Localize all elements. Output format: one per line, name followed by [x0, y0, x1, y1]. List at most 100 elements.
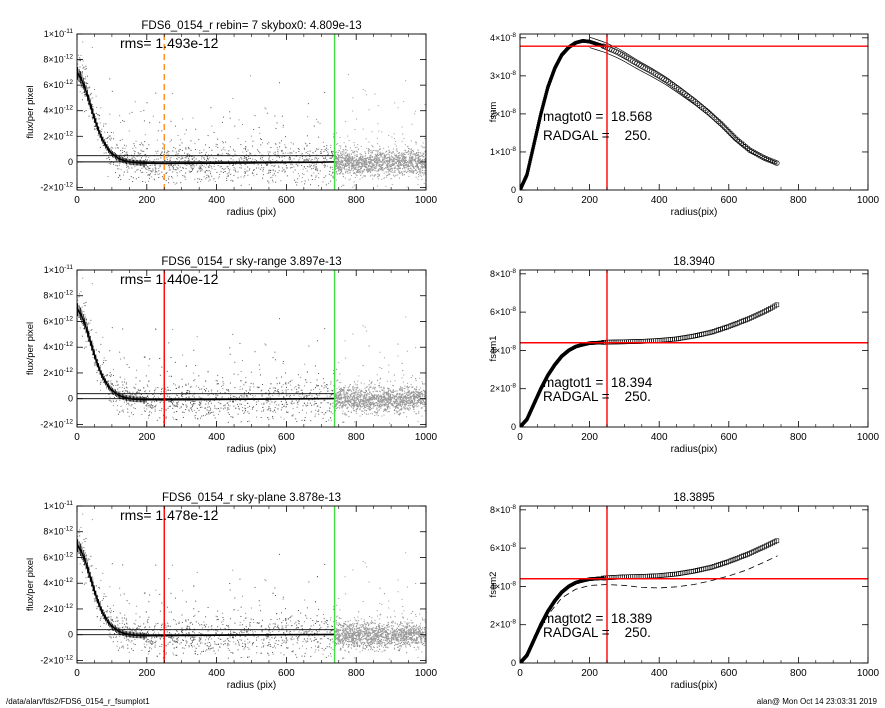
band-point: [369, 171, 372, 173]
scatter-point: [223, 147, 225, 149]
scatter-point: [211, 125, 213, 127]
scatter-point: [297, 164, 299, 166]
scatter-point: [218, 383, 220, 385]
scatter-point: [373, 405, 375, 407]
scatter-point: [186, 405, 188, 407]
scatter-point: [216, 171, 218, 173]
scatter-point: [152, 170, 154, 172]
scatter-point: [406, 416, 408, 418]
scatter-point: [222, 384, 224, 386]
band-point: [417, 153, 419, 156]
scatter-point: [116, 143, 118, 145]
scatter-point: [174, 404, 176, 406]
scatter-point: [174, 384, 176, 386]
scatter-point: [373, 395, 375, 397]
scatter-point: [170, 401, 172, 403]
scatter-point: [116, 409, 118, 411]
band-point: [405, 164, 407, 166]
scatter-point: [304, 160, 306, 162]
scatter-point: [143, 391, 145, 393]
scatter-point: [278, 166, 280, 168]
band-point: [335, 162, 337, 164]
band-point: [415, 165, 417, 167]
scatter-point: [181, 142, 183, 144]
scatter-point: [330, 144, 332, 146]
scatter-point: [306, 144, 308, 146]
scatter-point: [80, 86, 82, 88]
scatter-point: [255, 401, 257, 403]
scatter-point: [170, 164, 172, 166]
scatter-point: [296, 184, 298, 186]
scatter-point: [226, 402, 228, 404]
band-point: [419, 172, 421, 174]
band-point: [370, 159, 372, 161]
band-point: [405, 160, 407, 162]
band-point: [405, 158, 407, 160]
scatter-point: [100, 380, 102, 382]
scatter-point: [182, 157, 184, 159]
scatter-point: [370, 405, 372, 407]
scatter-point: [203, 163, 205, 165]
scatter-point: [347, 135, 349, 137]
scatter-point: [295, 152, 297, 154]
scatter-point: [251, 160, 253, 162]
band-point: [352, 160, 354, 162]
scatter-point: [412, 169, 414, 171]
scatter-point: [423, 183, 425, 185]
scatter-point: [424, 138, 426, 140]
scatter-point: [411, 399, 413, 401]
scatter-point: [205, 169, 207, 171]
band-point: [356, 151, 358, 153]
band-point: [378, 159, 380, 162]
scatter-point: [215, 396, 217, 398]
scatter-point: [330, 167, 332, 169]
scatter-point: [143, 166, 145, 168]
band-point: [369, 163, 371, 165]
scatter-point: [364, 398, 366, 400]
scatter-point: [355, 150, 357, 152]
band-point: [348, 168, 350, 171]
scatter-point: [127, 171, 129, 173]
scatter-point: [131, 394, 133, 396]
scatter-point: [391, 169, 393, 171]
band-point: [339, 166, 341, 169]
scatter-point: [315, 394, 317, 396]
band-point: [402, 400, 404, 402]
scatter-point: [260, 138, 262, 140]
band-point: [406, 386, 408, 388]
scatter-point: [94, 128, 96, 130]
scatter-point: [94, 128, 96, 130]
scatter-point: [420, 387, 422, 389]
scatter-point: [244, 407, 246, 409]
scatter-point: [128, 367, 130, 369]
scatter-point: [213, 161, 215, 163]
scatter-point: [187, 160, 189, 162]
scatter-point: [110, 401, 112, 403]
band-point: [357, 148, 359, 150]
scatter-point: [189, 171, 191, 173]
scatter-point: [93, 349, 95, 351]
scatter-point: [410, 384, 412, 386]
band-point: [395, 174, 397, 177]
scatter-point: [183, 167, 185, 169]
band-point: [421, 402, 423, 404]
scatter-point: [340, 399, 342, 401]
scatter-point: [123, 401, 125, 403]
scatter-point: [232, 149, 234, 151]
scatter-point: [126, 153, 128, 155]
scatter-point: [383, 357, 385, 359]
scatter-point: [391, 136, 393, 138]
band-point: [335, 163, 338, 165]
scatter-point: [291, 167, 293, 169]
scatter-point: [193, 402, 195, 404]
scatter-point: [111, 90, 113, 92]
scatter-point: [371, 408, 373, 410]
scatter-point: [410, 140, 412, 142]
band-point: [376, 163, 379, 165]
band-point: [348, 164, 350, 166]
scatter-point: [141, 150, 143, 152]
y-tick-label: 8×10-12: [43, 54, 73, 65]
band-point: [419, 158, 421, 161]
scatter-point: [328, 182, 330, 184]
envelope-lower: [589, 47, 778, 165]
